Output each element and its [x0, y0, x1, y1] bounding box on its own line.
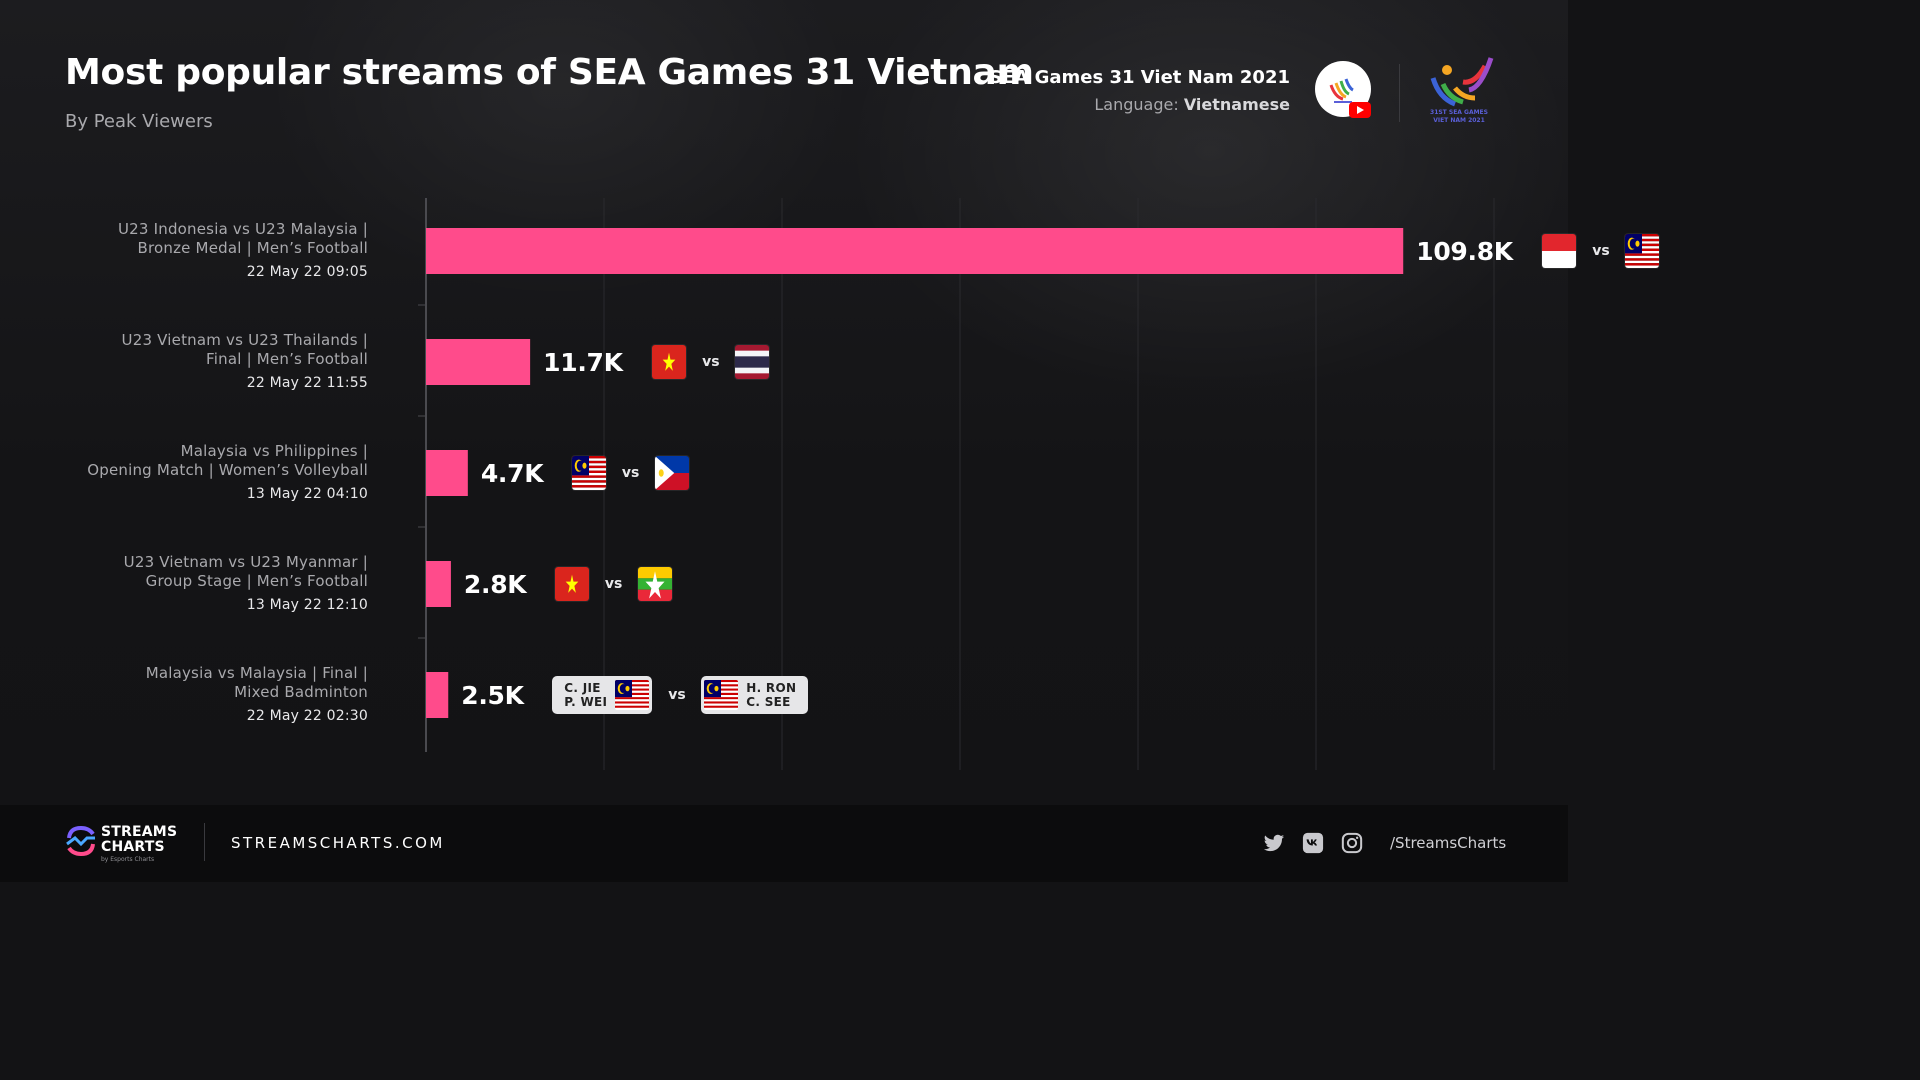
- malaysia-flag-icon: [704, 680, 739, 710]
- sea-games-logo-text: 31ST SEA GAMES VIET NAM 2021: [1430, 109, 1488, 124]
- social-handle[interactable]: /StreamsCharts: [1390, 834, 1507, 852]
- vietnam-flag-icon: [554, 567, 589, 601]
- bar: [426, 561, 451, 607]
- sea-games-31-logo-icon: [1430, 57, 1494, 107]
- thailand-flag-icon: [735, 345, 770, 379]
- header-divider: [1399, 64, 1400, 122]
- vs-label: vs: [621, 465, 640, 481]
- stream-title: U23 Vietnam vs U23 Thailands | Final | M…: [121, 331, 368, 368]
- vk-icon[interactable]: [1302, 832, 1324, 854]
- data-label: 11.7K: [543, 347, 623, 377]
- peak-viewers-chart: [418, 198, 1495, 770]
- category-label: U23 Indonesia vs U23 Malaysia | Bronze M…: [118, 220, 368, 282]
- malaysia-flag-icon: [571, 456, 606, 490]
- data-label: 2.5K: [461, 680, 524, 710]
- instagram-icon[interactable]: [1341, 832, 1363, 854]
- chart-subtitle: By Peak Viewers: [65, 111, 213, 132]
- stream-title: Malaysia vs Malaysia | Final | Mixed Bad…: [145, 664, 368, 701]
- bar: [426, 672, 449, 718]
- data-label: 109.8K: [1416, 236, 1513, 266]
- stream-date: 13 May 22 04:10: [246, 486, 368, 502]
- malaysia-flag-icon: [615, 680, 650, 710]
- youtube-icon: [1349, 102, 1371, 118]
- category-label: U23 Vietnam vs U23 Myanmar | Group Stage…: [124, 553, 368, 615]
- bar: [426, 450, 468, 496]
- player-names: C. JIE P. WEI: [564, 681, 608, 709]
- stream-date: 13 May 22 12:10: [246, 597, 368, 613]
- stream-date: 22 May 22 09:05: [246, 264, 368, 280]
- player-card-right: H. RON C. SEE: [701, 676, 809, 714]
- category-label: Malaysia vs Philippines | Opening Match …: [87, 442, 368, 504]
- background-image: [0, 0, 1568, 805]
- twitter-icon[interactable]: [1263, 832, 1285, 854]
- indonesia-flag-icon: [1542, 234, 1577, 268]
- site-url-link[interactable]: STREAMSCHARTS.COM: [231, 834, 445, 852]
- player-card-left: C. JIE P. WEI: [552, 676, 653, 714]
- language-info: Language: Vietnamese: [1094, 95, 1290, 114]
- data-label: 2.8K: [463, 569, 527, 599]
- language-label: Language:: [1094, 95, 1179, 114]
- vs-label: vs: [604, 576, 623, 592]
- footer-divider: [204, 823, 205, 861]
- chart-title: Most popular streams of SEA Games 31 Vie…: [65, 52, 1034, 93]
- malaysia-flag-icon: [1625, 234, 1660, 268]
- brand-byline: by Esports Charts: [101, 856, 155, 863]
- stream-date: 22 May 22 11:55: [246, 375, 368, 391]
- bar: [426, 339, 531, 385]
- philippines-flag-icon: [654, 456, 689, 490]
- stream-date: 22 May 22 02:30: [246, 708, 368, 724]
- stream-title: U23 Vietnam vs U23 Myanmar | Group Stage…: [123, 553, 368, 590]
- event-name: SEA Games 31 Viet Nam 2021: [989, 67, 1290, 88]
- data-label: 4.7K: [480, 458, 544, 488]
- streams-charts-logo-icon[interactable]: [64, 824, 98, 858]
- category-label: U23 Vietnam vs U23 Thailands | Final | M…: [122, 331, 368, 393]
- language-value: Vietnamese: [1183, 95, 1290, 114]
- player-names: H. RON C. SEE: [746, 681, 797, 709]
- vs-label: vs: [668, 687, 686, 703]
- brand-name: STREAMS CHARTS: [101, 824, 178, 855]
- vs-label: vs: [1592, 243, 1610, 259]
- stream-title: U23 Indonesia vs U23 Malaysia | Bronze M…: [117, 220, 368, 257]
- vietnam-flag-icon: [652, 345, 687, 379]
- stream-title: Malaysia vs Philippines | Opening Match …: [87, 442, 368, 479]
- myanmar-flag-icon: [637, 567, 672, 601]
- bar: [426, 228, 1404, 274]
- vs-label: vs: [702, 354, 720, 370]
- category-label: Malaysia vs Malaysia | Final | Mixed Bad…: [146, 664, 368, 726]
